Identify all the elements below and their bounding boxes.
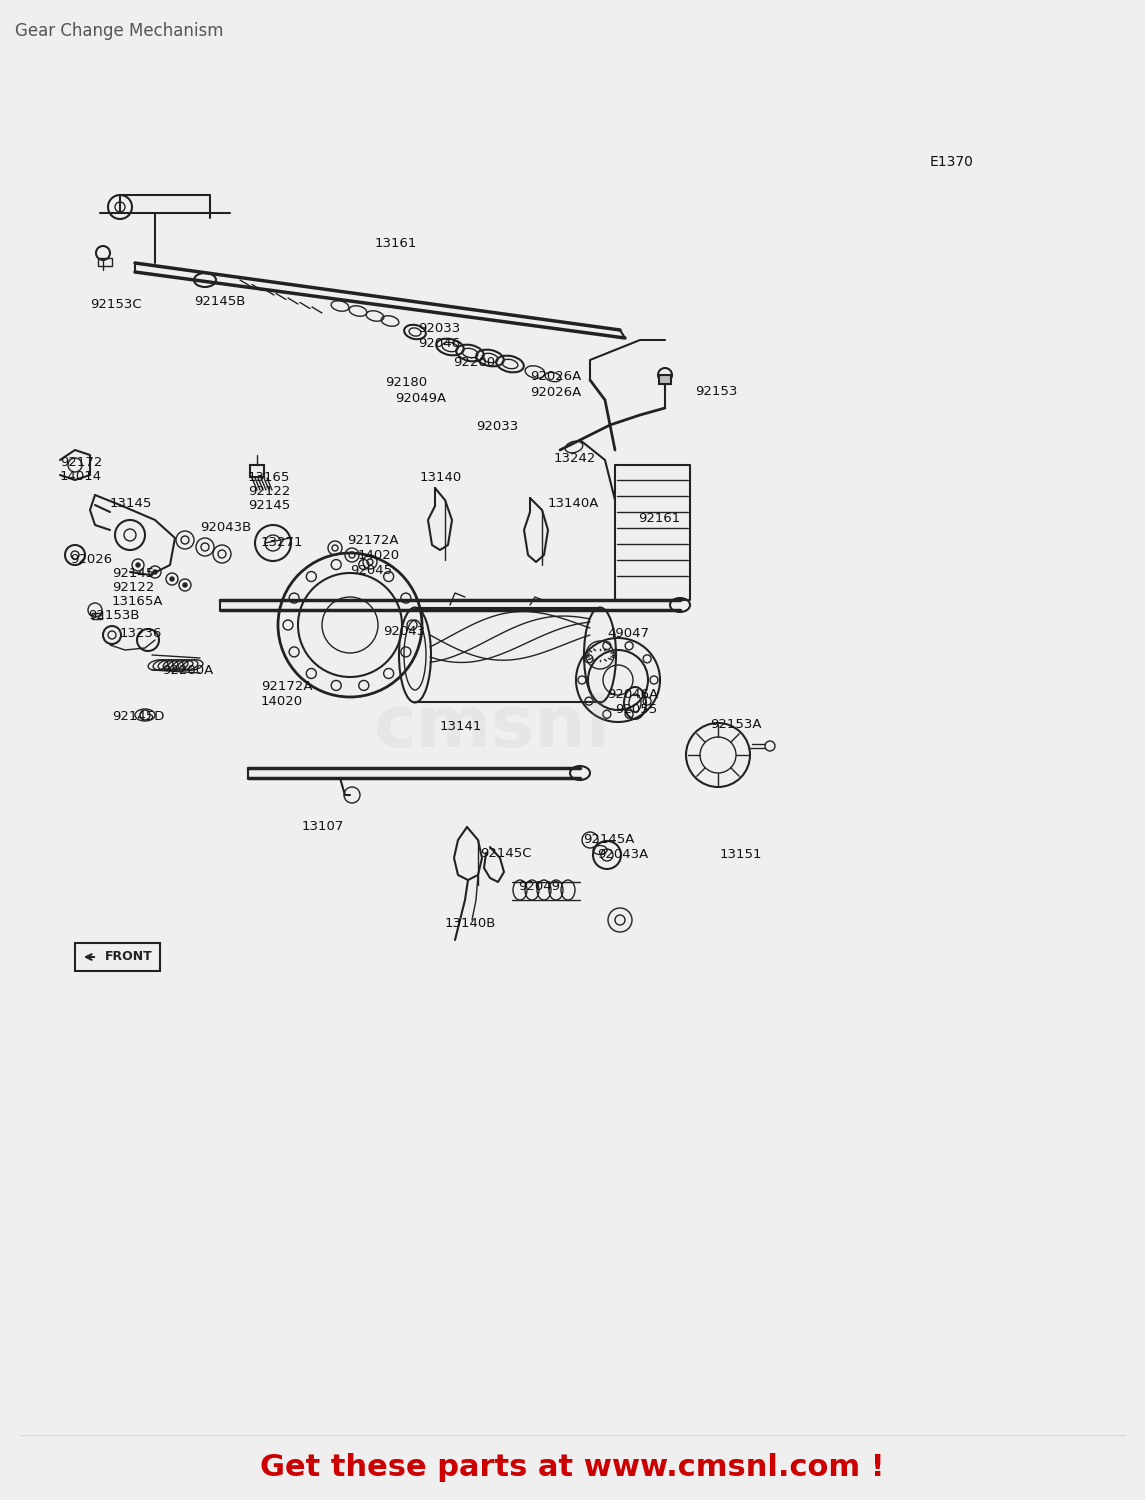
Text: 13140B: 13140B [445, 916, 497, 930]
Text: 92153: 92153 [695, 386, 737, 398]
Text: 92153B: 92153B [88, 609, 140, 622]
Text: 92049A: 92049A [395, 392, 447, 405]
Circle shape [169, 578, 174, 580]
Text: 92145B: 92145B [194, 296, 245, 307]
Text: 13242: 13242 [554, 452, 597, 465]
Text: 92046A: 92046A [607, 688, 658, 700]
Text: E1370: E1370 [930, 154, 974, 170]
Bar [250, 465, 264, 477]
Text: 92122: 92122 [248, 484, 291, 498]
Circle shape [153, 570, 157, 574]
Circle shape [183, 584, 187, 586]
Text: 13271: 13271 [261, 536, 303, 549]
Text: 92172: 92172 [60, 456, 102, 470]
Text: FRONT: FRONT [105, 951, 153, 963]
Text: 92055: 92055 [615, 704, 657, 716]
Text: 92153A: 92153A [710, 718, 761, 730]
Bar [92, 614, 102, 620]
Text: 13140A: 13140A [548, 496, 599, 510]
Text: 92145A: 92145A [583, 833, 634, 846]
Text: 92043B: 92043B [200, 520, 251, 534]
Text: 92200: 92200 [453, 356, 495, 369]
Text: 13107: 13107 [302, 821, 345, 833]
Text: 92145D: 92145D [112, 710, 165, 723]
Text: 13141: 13141 [440, 720, 482, 734]
Text: 92161: 92161 [638, 512, 680, 525]
Text: 92172A: 92172A [261, 680, 313, 693]
Text: 92145: 92145 [248, 500, 290, 512]
Text: 14020: 14020 [261, 694, 303, 708]
Text: 92043A: 92043A [597, 847, 648, 861]
Text: 13151: 13151 [720, 847, 763, 861]
Bar [660, 375, 671, 384]
Text: 92026A: 92026A [530, 386, 582, 399]
Text: 92180: 92180 [385, 376, 427, 388]
Text: 13236: 13236 [120, 627, 163, 640]
Text: 13145: 13145 [110, 496, 152, 510]
Bar [98, 258, 112, 266]
Text: 14020: 14020 [358, 549, 400, 562]
Text: 92033: 92033 [418, 322, 460, 334]
Text: 92200A: 92200A [161, 664, 213, 676]
Text: 13165A: 13165A [112, 596, 164, 608]
Text: 14014: 14014 [60, 470, 102, 483]
Text: 92153C: 92153C [90, 298, 142, 310]
Text: 92043: 92043 [382, 626, 425, 638]
Text: 92026A: 92026A [530, 370, 582, 382]
Text: Get these parts at www.cmsnl.com !: Get these parts at www.cmsnl.com ! [260, 1454, 884, 1482]
Text: 92046: 92046 [418, 338, 460, 350]
Text: 92172A: 92172A [347, 534, 398, 548]
Text: cmsnl: cmsnl [373, 693, 611, 762]
Text: 92145C: 92145C [480, 847, 531, 859]
Text: 92026: 92026 [70, 554, 112, 566]
Circle shape [136, 562, 140, 567]
Text: 13161: 13161 [376, 237, 418, 250]
Text: 92122: 92122 [112, 580, 155, 594]
Text: 13140: 13140 [420, 471, 463, 484]
Text: 92033: 92033 [476, 420, 519, 434]
Text: 92145: 92145 [112, 567, 155, 580]
Text: 92045: 92045 [350, 564, 392, 578]
Text: 49047: 49047 [607, 627, 649, 640]
Text: 92049: 92049 [518, 880, 560, 892]
Text: Gear Change Mechanism: Gear Change Mechanism [15, 22, 223, 40]
Bar [76, 944, 160, 970]
Text: 13165: 13165 [248, 471, 291, 484]
